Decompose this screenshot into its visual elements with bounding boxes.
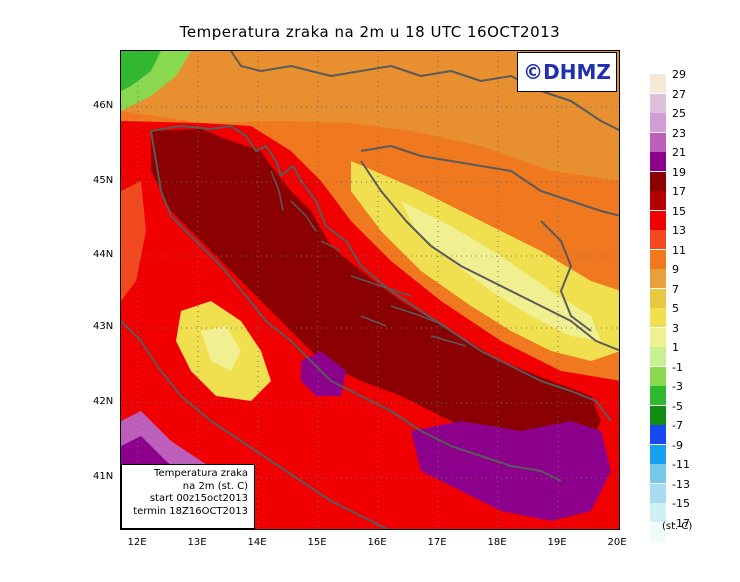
legend-swatch — [650, 269, 666, 288]
legend-swatch — [650, 113, 666, 132]
legend-swatch — [650, 308, 666, 327]
map-title: Temperatura zraka na 2m u 18 UTC 16OCT20… — [179, 23, 561, 41]
legend-swatch — [650, 386, 666, 405]
legend-unit: (st. C) — [662, 521, 693, 532]
legend-swatch — [650, 93, 666, 113]
legend-label: 7 — [672, 282, 679, 296]
legend-label: 27 — [672, 87, 686, 101]
legend-label: 21 — [672, 146, 686, 159]
lon-label-13e: 13E — [187, 537, 207, 548]
lon-label-19e: 19E — [547, 537, 567, 548]
legend-label: -7 — [672, 419, 683, 432]
lat-label-45n: 45N — [93, 175, 114, 186]
lon-label-12e: 12E — [127, 537, 147, 548]
legend-swatch — [650, 210, 666, 230]
legend-label: 11 — [672, 243, 686, 257]
info-line-3: start 00z15oct2013 — [149, 493, 248, 504]
legend-label: -9 — [672, 438, 683, 452]
legend-label: -3 — [672, 380, 683, 393]
legend-swatch — [650, 249, 666, 269]
legend-label: 1 — [672, 341, 679, 354]
lon-label-16e: 16E — [367, 537, 387, 548]
legend-label: 19 — [672, 165, 686, 179]
legend-label: 13 — [672, 224, 686, 237]
legend-swatch — [650, 230, 666, 249]
legend-swatch — [650, 327, 666, 347]
legend-label: -5 — [672, 399, 683, 413]
legend-label: -1 — [672, 360, 683, 374]
lat-label-41n: 41N — [93, 471, 114, 482]
lat-label-44n: 44N — [93, 249, 114, 260]
lat-label-43n: 43N — [93, 321, 114, 332]
legend-label: 5 — [672, 302, 679, 315]
legend-swatch — [650, 288, 666, 308]
legend-swatch — [650, 483, 666, 503]
legend-swatch — [650, 132, 666, 152]
legend-label: -11 — [672, 458, 690, 471]
legend-swatch — [650, 191, 666, 210]
legend-label: -15 — [672, 497, 690, 510]
legend-label: 9 — [672, 263, 679, 276]
info-line-2: na 2m (st. C) — [182, 480, 248, 492]
lat-label-46n: 46N — [93, 100, 114, 111]
legend-label: 25 — [672, 107, 686, 120]
legend-label: -17 — [672, 516, 690, 530]
dhmz-logo: ©DHMZ — [517, 52, 617, 92]
lon-label-18e: 18E — [487, 537, 507, 548]
legend-swatch — [650, 522, 666, 542]
lon-label-20e: 20E — [607, 537, 627, 548]
legend-label: 15 — [672, 204, 686, 218]
legend-swatch — [650, 152, 666, 171]
temperature-map — [120, 50, 620, 530]
legend-swatch — [650, 405, 666, 425]
legend-swatch — [650, 347, 666, 366]
legend-swatch — [650, 503, 666, 522]
info-box: Temperatura zraka na 2m (st. C) start 00… — [121, 464, 255, 529]
legend-label: 3 — [672, 321, 679, 335]
legend-label: 17 — [672, 185, 686, 198]
legend-swatch — [650, 74, 666, 93]
lat-label-42n: 42N — [93, 396, 114, 407]
legend-swatch — [650, 171, 666, 191]
legend-label: -13 — [672, 477, 690, 491]
lon-label-14e: 14E — [247, 537, 267, 548]
legend-label: 23 — [672, 126, 686, 140]
legend-swatch — [650, 464, 666, 483]
legend-swatch — [650, 425, 666, 444]
legend-label: 29 — [672, 68, 686, 81]
lon-label-17e: 17E — [427, 537, 447, 548]
lon-label-15e: 15E — [307, 537, 327, 548]
legend-swatch — [650, 366, 666, 386]
info-line-1: Temperatura zraka — [154, 468, 248, 479]
legend-swatch — [650, 444, 666, 464]
info-line-4: termin 18Z16OCT2013 — [133, 505, 248, 517]
